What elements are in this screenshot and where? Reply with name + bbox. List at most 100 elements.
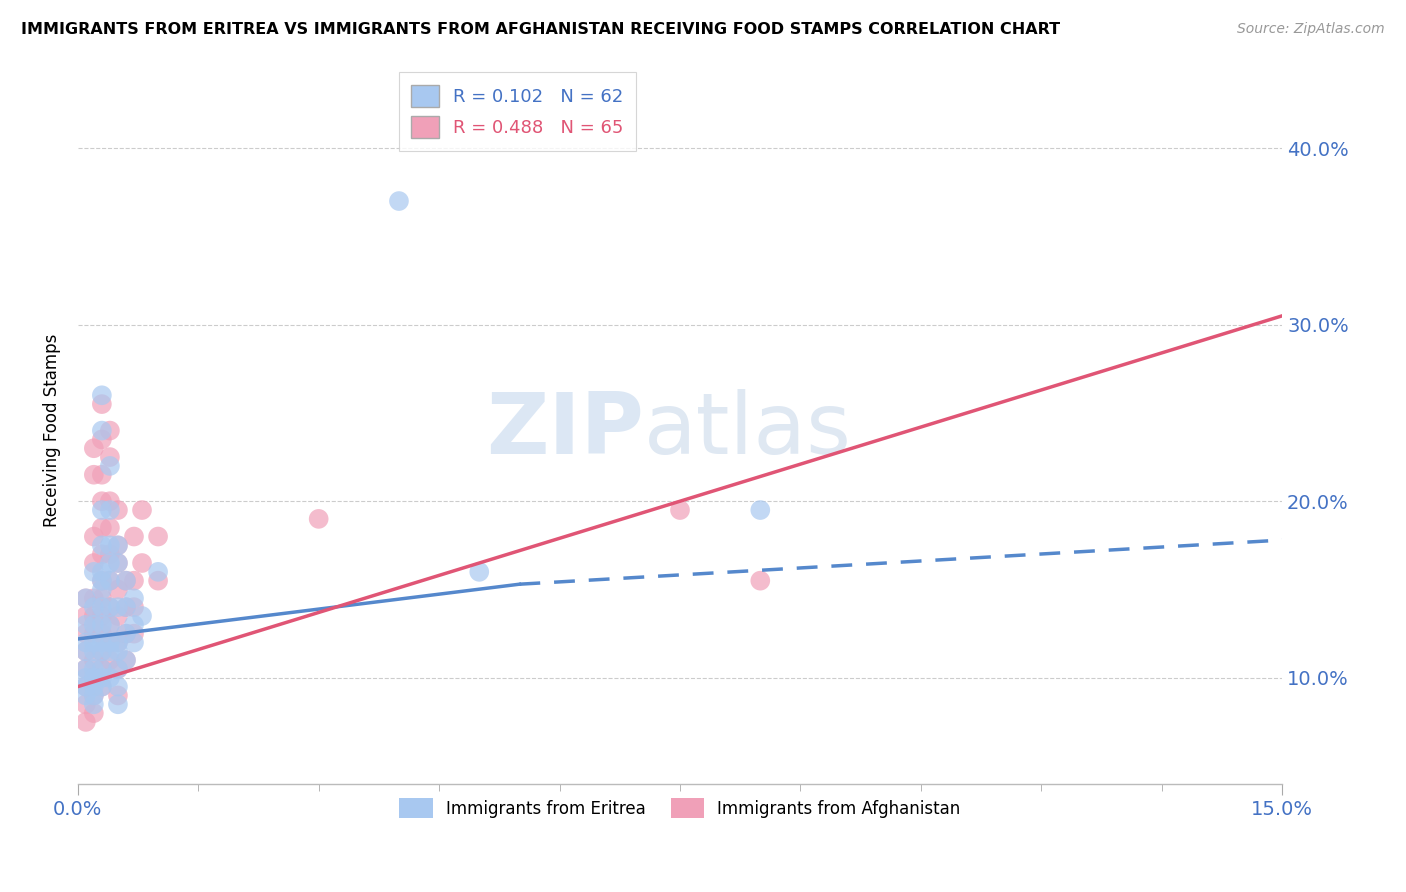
Point: [107, 635, 129, 649]
Point: [131, 503, 153, 517]
Point: [90, 503, 112, 517]
Point: [90, 494, 112, 508]
Point: [90, 591, 112, 606]
Point: [90, 547, 112, 561]
Point: [107, 538, 129, 552]
Y-axis label: Receiving Food Stamps: Receiving Food Stamps: [44, 334, 60, 527]
Point: [83, 565, 105, 579]
Point: [98, 600, 121, 615]
Point: [98, 494, 121, 508]
Point: [98, 635, 121, 649]
Point: [115, 626, 138, 640]
Point: [115, 574, 138, 588]
Point: [122, 591, 145, 606]
Point: [90, 626, 112, 640]
Point: [107, 503, 129, 517]
Point: [75, 698, 97, 712]
Point: [83, 698, 105, 712]
Point: [83, 689, 105, 703]
Point: [98, 424, 121, 438]
Point: [122, 529, 145, 543]
Point: [131, 556, 153, 570]
Point: [98, 538, 121, 552]
Point: [90, 680, 112, 694]
Point: [115, 600, 138, 615]
Point: [131, 609, 153, 624]
Point: [75, 626, 97, 640]
Point: [75, 714, 97, 729]
Point: [115, 600, 138, 615]
Point: [75, 680, 97, 694]
Text: atlas: atlas: [644, 389, 852, 472]
Point: [83, 600, 105, 615]
Point: [83, 653, 105, 667]
Text: Source: ZipAtlas.com: Source: ZipAtlas.com: [1237, 22, 1385, 37]
Point: [107, 680, 129, 694]
Point: [107, 689, 129, 703]
Point: [83, 662, 105, 676]
Point: [669, 503, 692, 517]
Point: [98, 600, 121, 615]
Point: [107, 609, 129, 624]
Point: [98, 547, 121, 561]
Point: [90, 680, 112, 694]
Point: [83, 680, 105, 694]
Point: [107, 698, 129, 712]
Point: [122, 626, 145, 640]
Point: [75, 591, 97, 606]
Point: [98, 617, 121, 632]
Point: [90, 467, 112, 482]
Point: [98, 574, 121, 588]
Point: [388, 194, 411, 208]
Point: [98, 503, 121, 517]
Point: [90, 397, 112, 411]
Point: [115, 653, 138, 667]
Point: [98, 521, 121, 535]
Point: [75, 689, 97, 703]
Point: [107, 582, 129, 597]
Point: [75, 617, 97, 632]
Point: [83, 626, 105, 640]
Point: [90, 644, 112, 658]
Point: [98, 617, 121, 632]
Point: [83, 529, 105, 543]
Point: [107, 556, 129, 570]
Point: [83, 617, 105, 632]
Point: [90, 565, 112, 579]
Legend: Immigrants from Eritrea, Immigrants from Afghanistan: Immigrants from Eritrea, Immigrants from…: [392, 791, 967, 825]
Point: [90, 617, 112, 632]
Point: [98, 644, 121, 658]
Point: [98, 635, 121, 649]
Point: [90, 574, 112, 588]
Point: [83, 635, 105, 649]
Point: [75, 644, 97, 658]
Point: [122, 600, 145, 615]
Point: [75, 662, 97, 676]
Point: [75, 680, 97, 694]
Point: [107, 635, 129, 649]
Point: [98, 458, 121, 473]
Point: [75, 644, 97, 658]
Point: [90, 662, 112, 676]
Point: [90, 574, 112, 588]
Point: [308, 512, 330, 526]
Point: [90, 433, 112, 447]
Point: [90, 644, 112, 658]
Point: [107, 644, 129, 658]
Point: [749, 574, 772, 588]
Point: [90, 582, 112, 597]
Point: [83, 556, 105, 570]
Point: [98, 556, 121, 570]
Point: [107, 600, 129, 615]
Point: [749, 503, 772, 517]
Point: [115, 626, 138, 640]
Point: [83, 467, 105, 482]
Point: [468, 565, 491, 579]
Point: [83, 591, 105, 606]
Point: [75, 662, 97, 676]
Point: [83, 689, 105, 703]
Point: [90, 662, 112, 676]
Point: [107, 662, 129, 676]
Point: [90, 521, 112, 535]
Point: [115, 574, 138, 588]
